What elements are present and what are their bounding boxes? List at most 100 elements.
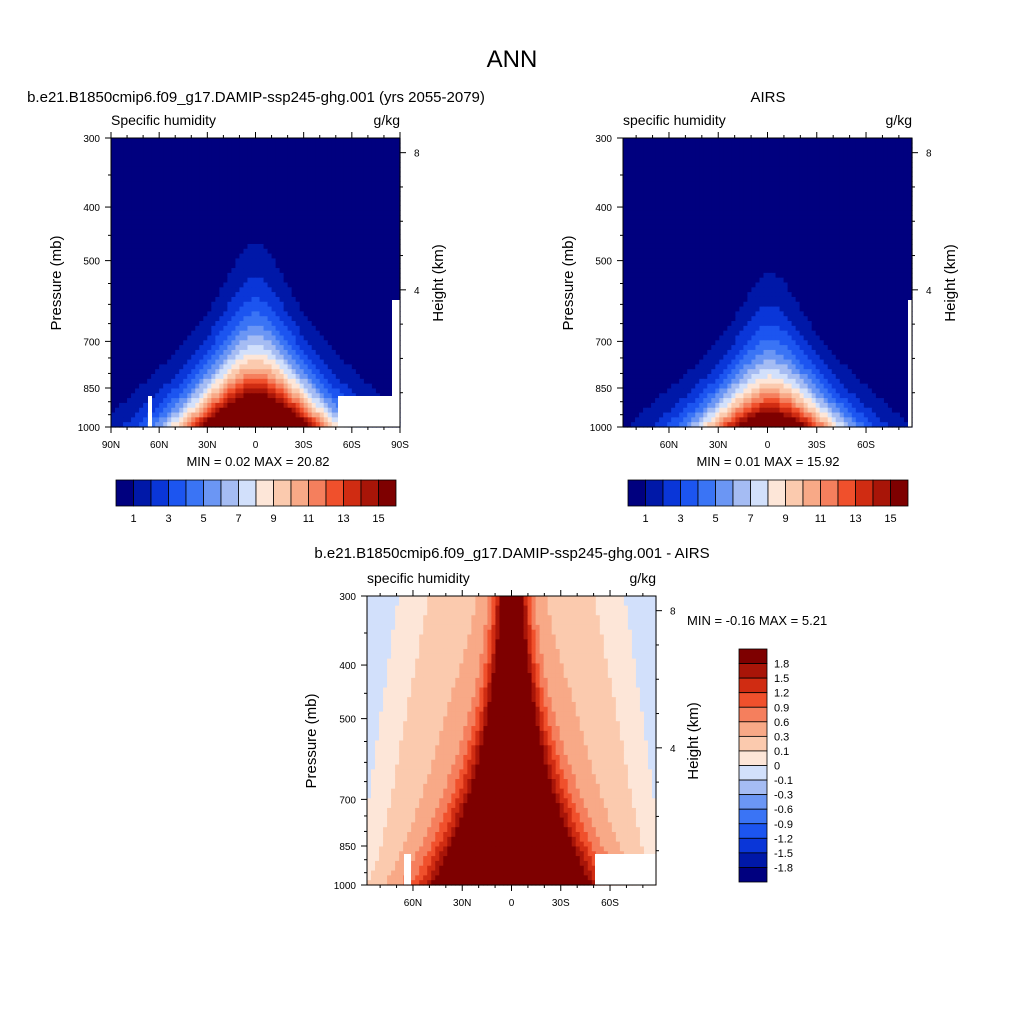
model-cell (203, 311, 208, 317)
model-cell (299, 239, 305, 245)
model-cell (395, 138, 401, 144)
model-cell (175, 369, 180, 375)
model-cell (151, 258, 156, 264)
model-cell (283, 311, 289, 317)
obs-cell (807, 171, 813, 178)
model-cell (195, 287, 200, 293)
model-cell (359, 162, 365, 168)
model-cell (387, 239, 393, 245)
model-cell (219, 253, 224, 260)
obs-cell (635, 142, 640, 149)
model-cell (239, 224, 245, 231)
model-cell (115, 282, 120, 288)
model-cell (287, 345, 293, 351)
obs-cell (859, 166, 865, 173)
model-cell (339, 258, 345, 264)
model-cell (347, 171, 353, 178)
model-cell (287, 253, 293, 260)
model-cell (259, 383, 265, 390)
model-cell (383, 316, 389, 322)
model-cell (319, 282, 325, 288)
model-cell (279, 393, 285, 399)
model-cell (235, 359, 241, 365)
panel-obs-variable-label: specific humidity (623, 112, 726, 128)
model-cell (163, 330, 168, 337)
model-cell (159, 340, 164, 346)
model-cell (171, 190, 176, 197)
model-cell (351, 374, 357, 380)
model-cell (331, 138, 337, 144)
model-cell (343, 195, 349, 202)
obs-cell (775, 147, 781, 154)
model-cell (179, 369, 184, 375)
model-cell (127, 263, 132, 269)
obs-cell (639, 162, 644, 168)
model-cell (327, 272, 333, 279)
model-cell (247, 292, 253, 298)
model-cell (255, 190, 261, 197)
model-cell (251, 205, 257, 211)
model-cell (379, 229, 385, 235)
model-cell (195, 253, 200, 260)
model-cell (327, 354, 333, 361)
obs-cell (843, 166, 849, 173)
model-cell (123, 364, 128, 370)
model-cell (307, 248, 313, 255)
model-cell (215, 311, 220, 317)
model-cell (319, 296, 325, 303)
model-cell (355, 330, 361, 337)
model-cell (319, 311, 325, 317)
model-cell (339, 330, 345, 337)
model-cell (163, 383, 168, 390)
model-cell (287, 142, 293, 149)
model-cell (335, 219, 341, 226)
model-cell (171, 268, 176, 274)
model-cell (135, 292, 140, 298)
model-cell (263, 224, 269, 231)
obs-cell (787, 166, 793, 173)
model-cell (267, 138, 273, 144)
obs-cell (639, 157, 644, 163)
model-cell (143, 398, 148, 404)
obs-cell (763, 152, 769, 158)
model-cell (267, 422, 273, 428)
model-cell (335, 359, 341, 365)
model-cell (131, 147, 136, 154)
model-cell (279, 340, 285, 346)
model-cell (135, 359, 140, 365)
model-cell (351, 354, 357, 361)
model-cell (279, 311, 285, 317)
model-colorbar-swatch (378, 479, 397, 507)
model-cell (131, 176, 136, 182)
model-cell (127, 393, 132, 399)
model-cell (259, 224, 265, 231)
model-cell (335, 335, 341, 341)
model-cell (139, 292, 144, 298)
model-cell (363, 277, 369, 284)
model-cell (343, 335, 349, 341)
model-cell (147, 311, 152, 317)
model-cell (251, 364, 257, 370)
model-cell (195, 229, 200, 235)
model-cell (335, 210, 341, 216)
model-cell (175, 335, 180, 341)
model-cell (119, 239, 124, 245)
model-cell (343, 388, 349, 394)
model-cell (335, 306, 341, 312)
model-cell (267, 176, 273, 182)
obs-cell (907, 152, 913, 158)
model-cell (111, 335, 116, 341)
model-cell (231, 287, 237, 293)
model-cell (171, 340, 176, 346)
model-cell (291, 215, 297, 221)
model-cell (111, 364, 116, 370)
model-cell (139, 398, 144, 404)
model-cell (219, 263, 224, 269)
model-cell (287, 359, 293, 365)
model-cell (319, 330, 325, 337)
model-cell (367, 248, 373, 255)
model-cell (207, 325, 212, 332)
model-cell (219, 374, 224, 380)
model-cell (335, 181, 341, 187)
model-cell (175, 359, 180, 365)
